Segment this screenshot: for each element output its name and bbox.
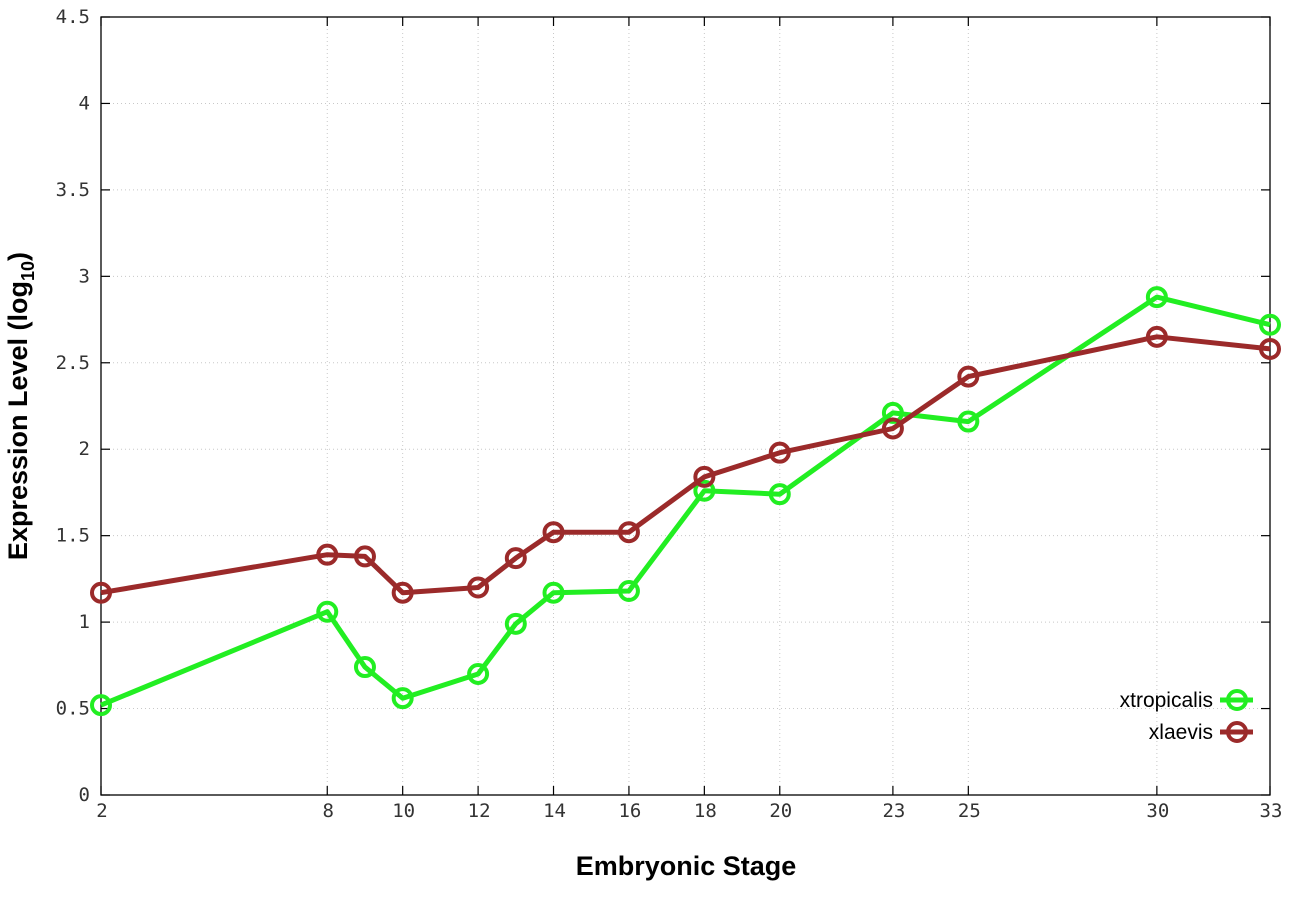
x-tick-label: 8 bbox=[323, 800, 334, 822]
legend-swatch-marker-xtropicalis bbox=[1226, 689, 1248, 711]
axis-ticks: 0 0.5 1 1.5 2 2.5 3 3.5 4 4.5 2 8 10 12 14 16 18 20 23 25 30… bbox=[56, 6, 1283, 822]
data-point-xtropicalis bbox=[1259, 313, 1281, 336]
x-tick-label: 20 bbox=[769, 800, 792, 822]
y-tick-label: 3.5 bbox=[56, 179, 90, 201]
legend-label-xlaevis: xlaevis bbox=[1149, 721, 1213, 744]
data-point-xtropicalis bbox=[693, 479, 716, 502]
series-line-xlaevis bbox=[100, 334, 1271, 596]
y-tick-label: 1 bbox=[79, 611, 90, 633]
y-tick-label: 0 bbox=[79, 784, 90, 806]
x-tick-label: 25 bbox=[958, 800, 981, 822]
x-tick-label: 14 bbox=[543, 800, 566, 822]
data-point-xtropicalis bbox=[504, 612, 527, 635]
data-point-xlaevis bbox=[693, 465, 716, 488]
data-point-xtropicalis bbox=[957, 410, 980, 433]
y-axis-title-subscript: 10 bbox=[18, 261, 38, 281]
x-tick-label: 2 bbox=[96, 800, 107, 822]
y-axis-title-main: Expression Level (log bbox=[3, 281, 33, 560]
y-tick-label: 3 bbox=[79, 265, 90, 287]
y-axis-title-close: ) bbox=[3, 252, 33, 261]
series-lines bbox=[90, 286, 1281, 717]
x-tick-label: 18 bbox=[694, 800, 717, 822]
legend: xtropicalis xlaevis bbox=[1120, 689, 1253, 744]
data-point-xlaevis bbox=[542, 521, 565, 544]
data-point-xtropicalis bbox=[90, 694, 112, 717]
grid bbox=[101, 17, 1270, 795]
data-point-xlaevis bbox=[957, 365, 980, 388]
data-point-xlaevis bbox=[617, 521, 640, 544]
data-point-xtropicalis bbox=[353, 656, 376, 679]
data-point-xlaevis bbox=[467, 576, 490, 599]
x-tick-label: 23 bbox=[882, 800, 905, 822]
data-point-xtropicalis bbox=[768, 483, 791, 506]
y-axis-title: Expression Level (log10) bbox=[3, 252, 38, 560]
x-tick-label: 30 bbox=[1146, 800, 1169, 822]
data-point-xlaevis bbox=[504, 547, 527, 570]
y-tick-label: 2 bbox=[79, 438, 90, 460]
data-point-xtropicalis bbox=[391, 687, 414, 710]
legend-swatch-marker-xlaevis bbox=[1226, 721, 1248, 743]
y-tick-label: 2.5 bbox=[56, 352, 90, 374]
data-point-xtropicalis bbox=[467, 662, 490, 685]
y-tick-label: 4 bbox=[79, 92, 90, 114]
data-point-xlaevis bbox=[1145, 325, 1168, 348]
y-tick-label: 1.5 bbox=[56, 525, 90, 547]
legend-label-xtropicalis: xtropicalis bbox=[1120, 689, 1213, 712]
data-point-xlaevis bbox=[881, 417, 904, 440]
x-tick-label: 10 bbox=[392, 800, 415, 822]
data-point-xlaevis bbox=[391, 581, 414, 604]
data-point-xtropicalis bbox=[1145, 286, 1168, 309]
data-point-xtropicalis bbox=[617, 579, 640, 602]
data-point-xtropicalis bbox=[542, 581, 565, 604]
x-tick-label: 16 bbox=[618, 800, 641, 822]
x-axis-title: Embryonic Stage bbox=[576, 851, 797, 881]
data-point-xlaevis bbox=[316, 543, 339, 566]
y-tick-label: 4.5 bbox=[56, 6, 90, 28]
x-tick-label: 33 bbox=[1260, 800, 1283, 822]
series-line-xtropicalis bbox=[100, 294, 1271, 708]
y-tick-label: 0.5 bbox=[56, 698, 90, 720]
data-point-xlaevis bbox=[90, 581, 112, 604]
data-point-xlaevis bbox=[353, 545, 376, 568]
x-tick-label: 12 bbox=[468, 800, 491, 822]
data-point-xlaevis bbox=[1259, 337, 1281, 360]
data-point-xtropicalis bbox=[316, 600, 339, 623]
data-point-xlaevis bbox=[768, 441, 791, 464]
plot-frame bbox=[100, 16, 1271, 796]
data-point-xtropicalis bbox=[881, 401, 904, 424]
